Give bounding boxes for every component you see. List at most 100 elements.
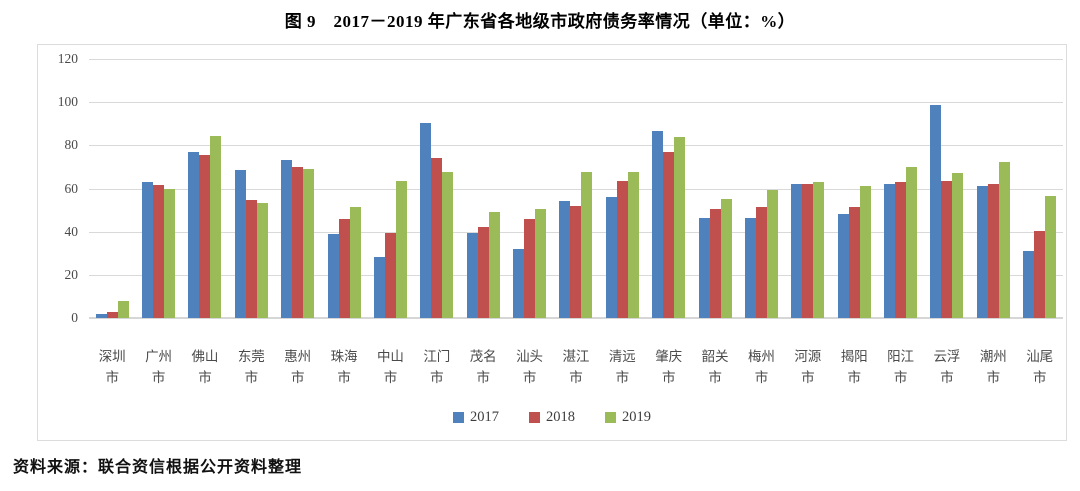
- y-tick-label-80: 80: [64, 137, 79, 153]
- x-label-东莞市: 东莞市: [228, 347, 274, 389]
- bar-2019-清远市: [627, 172, 639, 318]
- bar-2017-湛江市: [559, 201, 571, 318]
- bar-group-肇庆市: [646, 59, 692, 318]
- bar-2017-梅州市: [744, 217, 756, 318]
- bar-2019-湛江市: [581, 172, 593, 318]
- x-label-text: 江门市: [423, 349, 451, 385]
- x-label-汕头市: 汕头市: [506, 347, 552, 389]
- bar-2017-阳江市: [884, 184, 896, 318]
- source-note: 资料来源：联合资信根据公开资料整理: [13, 459, 303, 476]
- bar-2018-深圳市: [106, 311, 118, 318]
- legend: 2017 2018 2019: [38, 409, 1066, 426]
- bar-2018-惠州市: [292, 166, 304, 318]
- x-label-茂名市: 茂名市: [460, 347, 506, 389]
- bar-group-深圳市: [89, 59, 135, 318]
- x-label-韶关市: 韶关市: [692, 347, 738, 389]
- y-tick-label-100: 100: [57, 94, 78, 110]
- bar-2019-河源市: [813, 182, 825, 318]
- y-tick-label-60: 60: [64, 180, 79, 196]
- chart-frame: 0 20 40 60 80 100 120 深圳市 广州市 佛山市 东莞市 惠州市 珠海市 中山市 江门市…: [37, 44, 1067, 441]
- bar-2018-佛山市: [199, 155, 211, 318]
- bar-2019-江门市: [442, 172, 454, 318]
- bar-2018-湛江市: [570, 205, 582, 318]
- figure-title: 图 9 2017－2019 年广东省各地级市政府债务率情况（单位：%）: [284, 12, 796, 31]
- bar-2018-河源市: [802, 184, 814, 318]
- bar-group-潮州市: [970, 59, 1016, 318]
- bar-2018-云浮市: [941, 180, 953, 318]
- legend-item-2017: 2017: [453, 409, 499, 426]
- x-label-text: 佛山市: [191, 349, 219, 385]
- x-label-text: 深圳市: [98, 349, 126, 385]
- bar-2017-汕头市: [513, 248, 525, 318]
- bar-2019-珠海市: [349, 206, 361, 318]
- bar-2018-肇庆市: [663, 151, 675, 318]
- plot-area: [89, 59, 1063, 319]
- bar-2017-韶关市: [698, 217, 710, 318]
- x-label-text: 中山市: [376, 349, 404, 385]
- x-axis-line: [89, 317, 1063, 319]
- x-label-揭阳市: 揭阳市: [831, 347, 877, 389]
- x-label-text: 珠海市: [330, 349, 358, 385]
- x-label-惠州市: 惠州市: [275, 347, 321, 389]
- bar-2019-汕头市: [535, 209, 547, 318]
- bar-2017-茂名市: [466, 232, 478, 318]
- x-label-潮州市: 潮州市: [970, 347, 1016, 389]
- bar-2018-茂名市: [477, 227, 489, 318]
- bar-group-河源市: [785, 59, 831, 318]
- y-tick-label-0: 0: [71, 310, 78, 325]
- bar-2018-清远市: [616, 180, 628, 318]
- x-label-中山市: 中山市: [367, 347, 413, 389]
- bar-2017-肇庆市: [652, 131, 664, 318]
- bar-2017-广州市: [142, 182, 154, 318]
- x-label-湛江市: 湛江市: [553, 347, 599, 389]
- bar-2018-汕尾市: [1034, 230, 1046, 318]
- x-label-text: 梅州市: [747, 349, 775, 385]
- bar-2019-佛山市: [210, 135, 222, 318]
- legend-item-2019: 2019: [605, 409, 651, 426]
- gridline-100: [89, 102, 1063, 104]
- bar-group-江门市: [414, 59, 460, 318]
- bar-group-梅州市: [738, 59, 784, 318]
- bar-group-茂名市: [460, 59, 506, 318]
- bar-2019-广州市: [164, 188, 176, 318]
- x-label-text: 东莞市: [237, 349, 265, 385]
- bar-2019-深圳市: [117, 300, 129, 318]
- bar-2018-广州市: [153, 185, 165, 318]
- legend-swatch-2017: [453, 412, 464, 423]
- bar-2019-东莞市: [256, 202, 268, 318]
- x-label-text: 云浮市: [933, 349, 961, 385]
- y-tick-label-40: 40: [64, 223, 79, 239]
- bar-2018-珠海市: [338, 218, 350, 318]
- bar-2019-梅州市: [766, 189, 778, 318]
- x-label-text: 韶关市: [701, 349, 729, 385]
- bar-group-汕头市: [506, 59, 552, 318]
- bar-2017-惠州市: [281, 160, 293, 318]
- x-label-阳江市: 阳江市: [877, 347, 923, 389]
- legend-label-2018: 2018: [546, 409, 575, 425]
- x-label-肇庆市: 肇庆市: [646, 347, 692, 389]
- x-label-text: 广州市: [145, 349, 173, 385]
- bar-2019-阳江市: [906, 166, 918, 318]
- x-label-text: 河源市: [794, 349, 822, 385]
- bar-group-珠海市: [321, 59, 367, 318]
- bar-2018-江门市: [431, 158, 443, 318]
- bar-group-广州市: [135, 59, 181, 318]
- x-label-汕尾市: 汕尾市: [1017, 347, 1063, 389]
- bar-2018-揭阳市: [848, 206, 860, 318]
- bar-2019-中山市: [395, 180, 407, 318]
- x-label-广州市: 广州市: [135, 347, 181, 389]
- bar-2017-珠海市: [327, 233, 339, 318]
- legend-label-2019: 2019: [622, 409, 651, 425]
- x-label-text: 阳江市: [887, 349, 915, 385]
- x-label-江门市: 江门市: [414, 347, 460, 389]
- bar-group-中山市: [367, 59, 413, 318]
- bar-2019-潮州市: [998, 161, 1010, 318]
- legend-swatch-2018: [529, 412, 540, 423]
- bar-group-佛山市: [182, 59, 228, 318]
- bar-group-清远市: [599, 59, 645, 318]
- bar-group-东莞市: [228, 59, 274, 318]
- bar-2018-梅州市: [755, 206, 767, 318]
- bar-group-惠州市: [275, 59, 321, 318]
- bar-group-云浮市: [924, 59, 970, 318]
